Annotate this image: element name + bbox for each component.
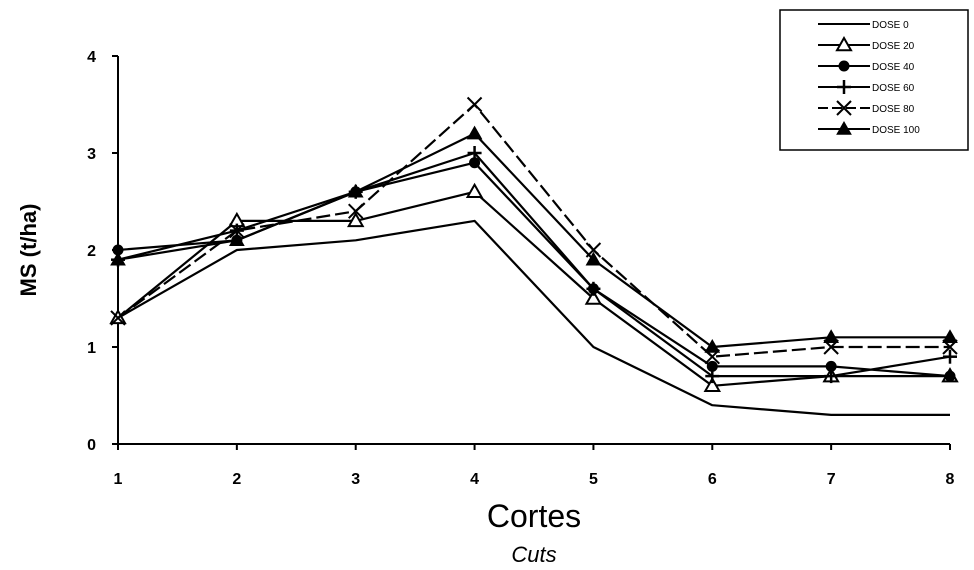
data-point xyxy=(112,244,124,256)
data-point xyxy=(585,251,602,266)
data-point xyxy=(944,370,956,382)
x-tick-label: 6 xyxy=(708,471,717,488)
x-axis-title: Cortes xyxy=(487,498,581,534)
x-tick-label: 7 xyxy=(827,471,836,488)
legend-marker xyxy=(837,80,851,94)
data-point xyxy=(823,329,840,344)
data-point xyxy=(942,329,958,344)
legend-entry: DOSE 20 xyxy=(818,35,915,52)
data-point xyxy=(943,349,957,364)
x-tick-label: 4 xyxy=(470,471,479,488)
legend-label: DOSE 60 xyxy=(872,83,915,94)
y-axis-title: MS (t/ha) xyxy=(16,204,41,297)
legend-marker xyxy=(836,120,852,135)
legend-marker xyxy=(838,60,850,72)
legend-label: DOSE 20 xyxy=(872,41,915,52)
data-point xyxy=(703,376,722,393)
data-point xyxy=(467,146,482,160)
data-point xyxy=(584,289,603,305)
data-point xyxy=(825,360,837,372)
series-1 xyxy=(109,182,959,393)
x-tick-label: 3 xyxy=(351,471,360,488)
data-point xyxy=(110,310,126,326)
legend-entry: DOSE 60 xyxy=(818,80,915,94)
data-point xyxy=(704,338,721,353)
data-point xyxy=(110,251,126,266)
data-point xyxy=(229,222,245,239)
legend-entry: DOSE 0 xyxy=(818,20,909,31)
y-tick-label: 3 xyxy=(87,146,96,163)
legend-label: DOSE 80 xyxy=(872,104,915,115)
data-point xyxy=(346,211,365,228)
x-tick-label: 5 xyxy=(589,471,598,488)
legend-box xyxy=(779,9,969,151)
series-group xyxy=(109,96,959,416)
y-tick-label: 1 xyxy=(87,340,96,357)
data-point xyxy=(348,203,364,219)
x-axis-ticks: 1 2 3 4 5 6 7 8 xyxy=(114,444,955,488)
legend-marker xyxy=(835,35,853,52)
series-line xyxy=(117,161,951,378)
y-tick-label: 4 xyxy=(87,49,96,66)
data-point xyxy=(705,369,720,384)
series-line xyxy=(117,103,950,358)
series-line xyxy=(117,132,950,349)
data-point xyxy=(228,232,245,247)
x-axis-subtitle: Cuts xyxy=(511,542,556,567)
data-point xyxy=(824,369,839,384)
legend-entry: DOSE 80 xyxy=(818,100,915,116)
y-tick-label: 2 xyxy=(87,243,96,260)
data-point xyxy=(347,183,364,198)
legend-entry: DOSE 40 xyxy=(818,60,915,73)
legend-label: DOSE 100 xyxy=(872,125,920,136)
x-tick-label: 2 xyxy=(232,471,241,488)
legend: DOSE 0 DOSE 20 DOSE 40 DOSE 60 DOSE 80 DOSE 1… xyxy=(779,9,969,151)
data-point xyxy=(706,360,718,372)
series-line xyxy=(117,151,951,378)
series-line xyxy=(117,190,950,387)
series-0 xyxy=(117,219,950,416)
series-5 xyxy=(110,125,958,353)
data-point xyxy=(465,182,484,199)
legend-marker xyxy=(836,100,852,116)
data-point xyxy=(469,157,481,169)
y-tick-label: 0 xyxy=(87,437,96,454)
legend-label: DOSE 0 xyxy=(872,20,909,31)
x-tick-label: 1 xyxy=(114,471,123,488)
legend-entry: DOSE 100 xyxy=(818,120,920,136)
data-point xyxy=(586,281,601,296)
data-point xyxy=(466,125,483,140)
series-line xyxy=(117,219,950,416)
legend-label: DOSE 40 xyxy=(872,62,915,73)
data-point xyxy=(466,96,483,113)
x-tick-label: 8 xyxy=(946,471,955,488)
